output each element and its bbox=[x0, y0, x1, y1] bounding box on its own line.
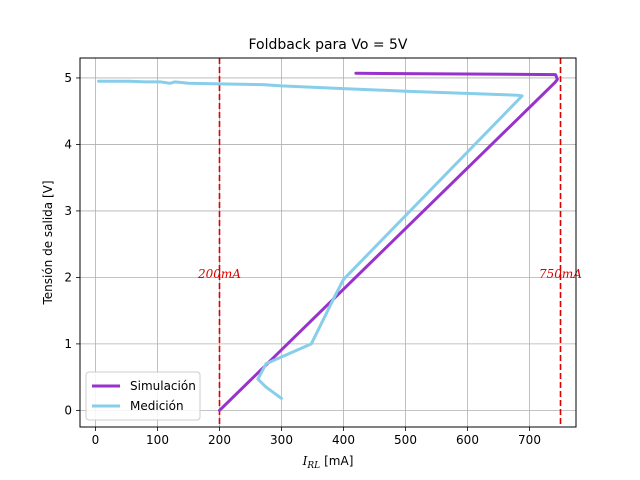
legend-label: Simulación bbox=[130, 379, 196, 393]
legend-label: Medición bbox=[130, 399, 184, 413]
x-tick-label: 700 bbox=[518, 433, 541, 447]
plot-frame bbox=[79, 57, 577, 428]
x-tick-label: 300 bbox=[270, 433, 293, 447]
x-tick-label: 100 bbox=[146, 433, 169, 447]
y-tick-label: 5 bbox=[64, 71, 72, 85]
x-axis-label: IRL [mA] bbox=[302, 454, 354, 471]
x-tick-label: 600 bbox=[456, 433, 479, 447]
y-tick-label: 1 bbox=[64, 337, 72, 351]
axis-ticks: 0 100 200 300 400 500 600 700 0 1 2 3 4 5 bbox=[64, 71, 541, 447]
y-tick-label: 2 bbox=[64, 270, 72, 284]
x-axis-label-unit: [mA] bbox=[324, 454, 353, 468]
y-tick-label: 4 bbox=[64, 137, 72, 151]
x-tick-label: 0 bbox=[92, 433, 100, 447]
x-tick-label: 500 bbox=[394, 433, 417, 447]
reference-line-label: 200mA bbox=[197, 267, 241, 281]
x-tick-label: 200 bbox=[208, 433, 231, 447]
x-axis-label-main: I bbox=[302, 454, 308, 468]
series-lines bbox=[97, 71, 559, 412]
y-axis-label: Tensión de salida [V] bbox=[41, 180, 55, 305]
reference-line-label: 750mA bbox=[539, 267, 582, 281]
x-tick-label: 400 bbox=[332, 433, 355, 447]
y-tick-label: 0 bbox=[64, 403, 72, 417]
series-line-2 bbox=[97, 79, 524, 400]
y-tick-label: 3 bbox=[64, 204, 72, 218]
legend-box bbox=[85, 371, 201, 421]
chart-title: Foldback para Vo = 5V bbox=[248, 37, 407, 53]
series-line-1 bbox=[218, 71, 559, 412]
reference-lines: 200mA 750mA bbox=[197, 58, 582, 427]
x-axis-label-sub: RL bbox=[306, 461, 320, 471]
legend: Simulación Medición bbox=[85, 371, 201, 421]
